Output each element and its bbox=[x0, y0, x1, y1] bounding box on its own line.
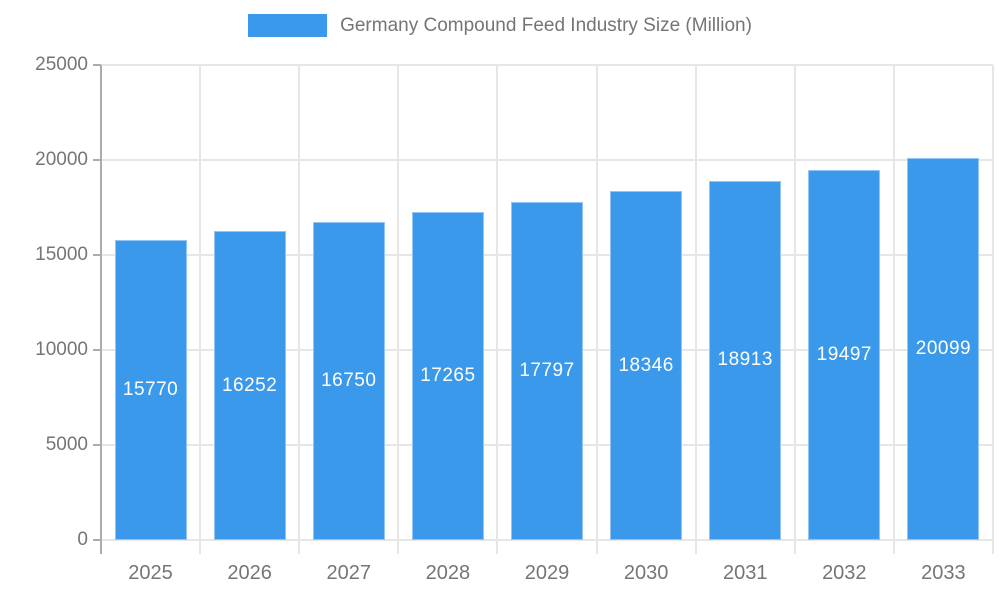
x-axis-tick bbox=[694, 540, 697, 554]
y-axis-tick bbox=[93, 444, 101, 446]
x-axis-tick-label: 2031 bbox=[722, 562, 768, 584]
bar-value-label: 17265 bbox=[420, 364, 476, 386]
bar-value-label: 16252 bbox=[221, 374, 278, 396]
x-gridline bbox=[496, 65, 499, 540]
x-gridline bbox=[793, 65, 796, 540]
y-axis-line bbox=[100, 65, 102, 554]
bar-value-label: 16750 bbox=[321, 369, 377, 391]
y-gridline bbox=[101, 64, 993, 66]
x-axis-tick bbox=[793, 540, 796, 554]
y-gridline bbox=[101, 159, 993, 161]
bar: 17265 bbox=[411, 211, 484, 540]
y-axis-tick bbox=[93, 539, 101, 541]
x-gridline bbox=[298, 65, 301, 540]
x-gridline bbox=[892, 65, 895, 540]
x-axis-tick-label: 2030 bbox=[623, 562, 669, 584]
y-axis-tick-label: 15000 bbox=[35, 244, 88, 265]
x-gridline bbox=[397, 65, 400, 540]
x-gridline bbox=[199, 65, 202, 540]
y-axis-tick bbox=[93, 349, 101, 351]
bar-value-label: 15770 bbox=[122, 379, 179, 401]
x-axis-tick bbox=[992, 540, 994, 554]
bar: 16252 bbox=[213, 231, 286, 540]
x-axis-tick bbox=[892, 540, 895, 554]
y-axis-tick-label: 10000 bbox=[35, 339, 88, 360]
legend-swatch bbox=[248, 14, 328, 37]
y-axis-tick bbox=[93, 254, 101, 256]
bar: 16750 bbox=[312, 221, 385, 540]
x-gridline bbox=[992, 65, 994, 540]
x-axis-tick-label: 2027 bbox=[326, 562, 372, 584]
y-axis-tick bbox=[93, 64, 101, 66]
bar: 17797 bbox=[511, 201, 583, 540]
bar: 15770 bbox=[114, 240, 187, 540]
x-axis-tick bbox=[397, 540, 400, 554]
x-axis-tick-label: 2029 bbox=[524, 562, 570, 584]
bar-value-label: 20099 bbox=[915, 338, 972, 360]
y-axis-tick bbox=[93, 159, 101, 161]
bar: 18913 bbox=[709, 180, 782, 540]
y-axis-tick-label: 5000 bbox=[45, 434, 88, 455]
bar-value-label: 18346 bbox=[618, 354, 674, 376]
y-axis-tick-label: 0 bbox=[77, 529, 88, 550]
bar-value-label: 17797 bbox=[519, 359, 575, 381]
x-axis-tick bbox=[298, 540, 301, 554]
bar-value-label: 19497 bbox=[816, 343, 872, 365]
y-axis-tick-label: 20000 bbox=[35, 149, 88, 170]
legend: Germany Compound Feed Industry Size (Mil… bbox=[0, 14, 1000, 37]
y-gridline bbox=[101, 539, 993, 541]
x-axis-tick-label: 2025 bbox=[128, 562, 173, 584]
x-axis-tick-label: 2028 bbox=[425, 562, 471, 584]
bar-value-label: 18913 bbox=[717, 349, 773, 371]
y-axis-tick-label: 25000 bbox=[35, 54, 88, 75]
legend-label: Germany Compound Feed Industry Size (Mil… bbox=[340, 15, 752, 36]
x-gridline bbox=[694, 65, 697, 540]
x-axis-tick-label: 2033 bbox=[921, 562, 966, 584]
bar: 18346 bbox=[610, 191, 683, 540]
x-axis-tick bbox=[199, 540, 202, 554]
x-axis-tick bbox=[595, 540, 598, 554]
x-gridline bbox=[595, 65, 598, 540]
x-axis-tick-label: 2026 bbox=[227, 562, 272, 584]
x-axis-tick-label: 2032 bbox=[822, 562, 867, 584]
bar: 20099 bbox=[907, 158, 980, 540]
bar: 19497 bbox=[808, 169, 881, 540]
x-axis-tick bbox=[496, 540, 499, 554]
